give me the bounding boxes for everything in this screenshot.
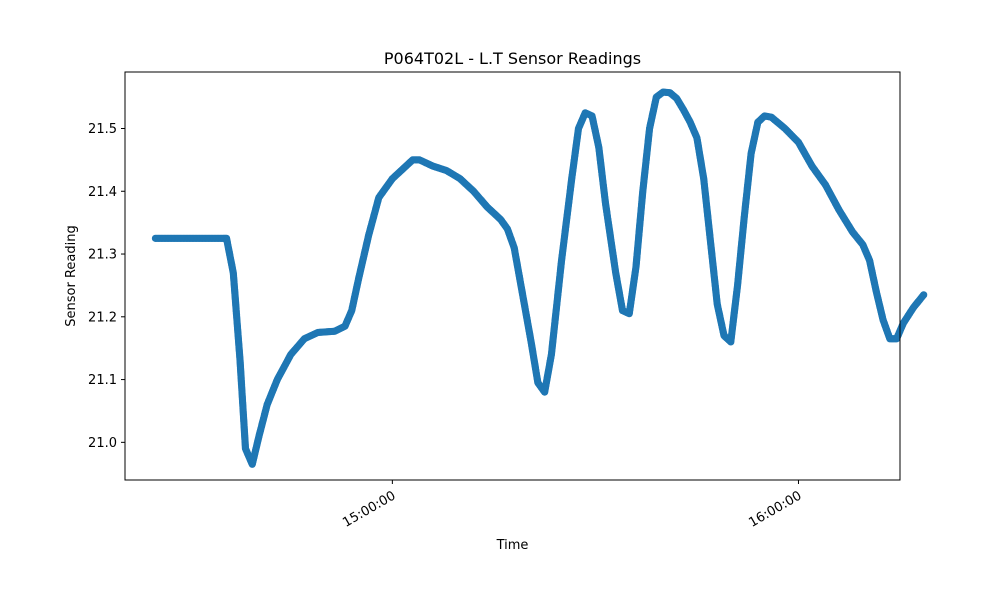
y-tick-label: 21.4 [88,185,117,200]
x-axis-label: Time [496,538,529,553]
chart-title: P064T02L - L.T Sensor Readings [384,49,641,68]
data-point [920,291,928,299]
y-axis-label: Sensor Reading [64,225,79,326]
y-tick-label: 21.5 [88,122,117,137]
plot-frame [124,71,901,481]
data-series [151,88,928,468]
y-tick-label: 21.3 [88,248,117,263]
y-tick-label: 21.2 [88,310,117,325]
y-tick-label: 21.0 [88,436,117,451]
y-axis: 21.0 21.1 21.2 21.3 21.4 21.5 [88,122,125,451]
y-tick-label: 21.1 [88,373,117,388]
